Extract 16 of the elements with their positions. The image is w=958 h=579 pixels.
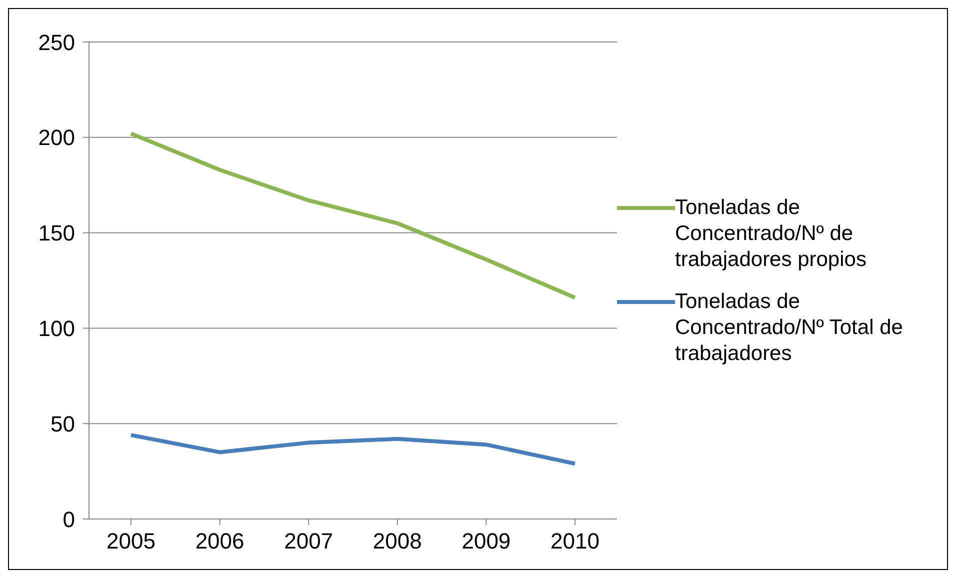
legend-label: Toneladas de Concentrado/Nº de trabajadores propios <box>675 195 868 273</box>
x-tick-label: 2009 <box>462 528 511 554</box>
y-tick-label: 250 <box>38 30 75 55</box>
line-series <box>129 433 577 466</box>
y-tick-label: 100 <box>38 316 75 342</box>
x-tick-label: 2007 <box>284 528 334 554</box>
x-tick-label: 2008 <box>372 528 422 554</box>
x-tick-label: 2010 <box>550 528 600 554</box>
y-tick-label: 200 <box>38 125 75 150</box>
y-tick-label: 50 <box>50 411 75 436</box>
legend-label: Toneladas de Concentrado/Nº Total de trabajadores <box>675 289 904 367</box>
y-tick-label: 150 <box>38 220 75 246</box>
y-tick-label: 0 <box>62 506 75 532</box>
line-series <box>129 132 577 300</box>
x-tick-label: 2005 <box>106 528 156 554</box>
x-tick-label: 2006 <box>195 528 244 554</box>
